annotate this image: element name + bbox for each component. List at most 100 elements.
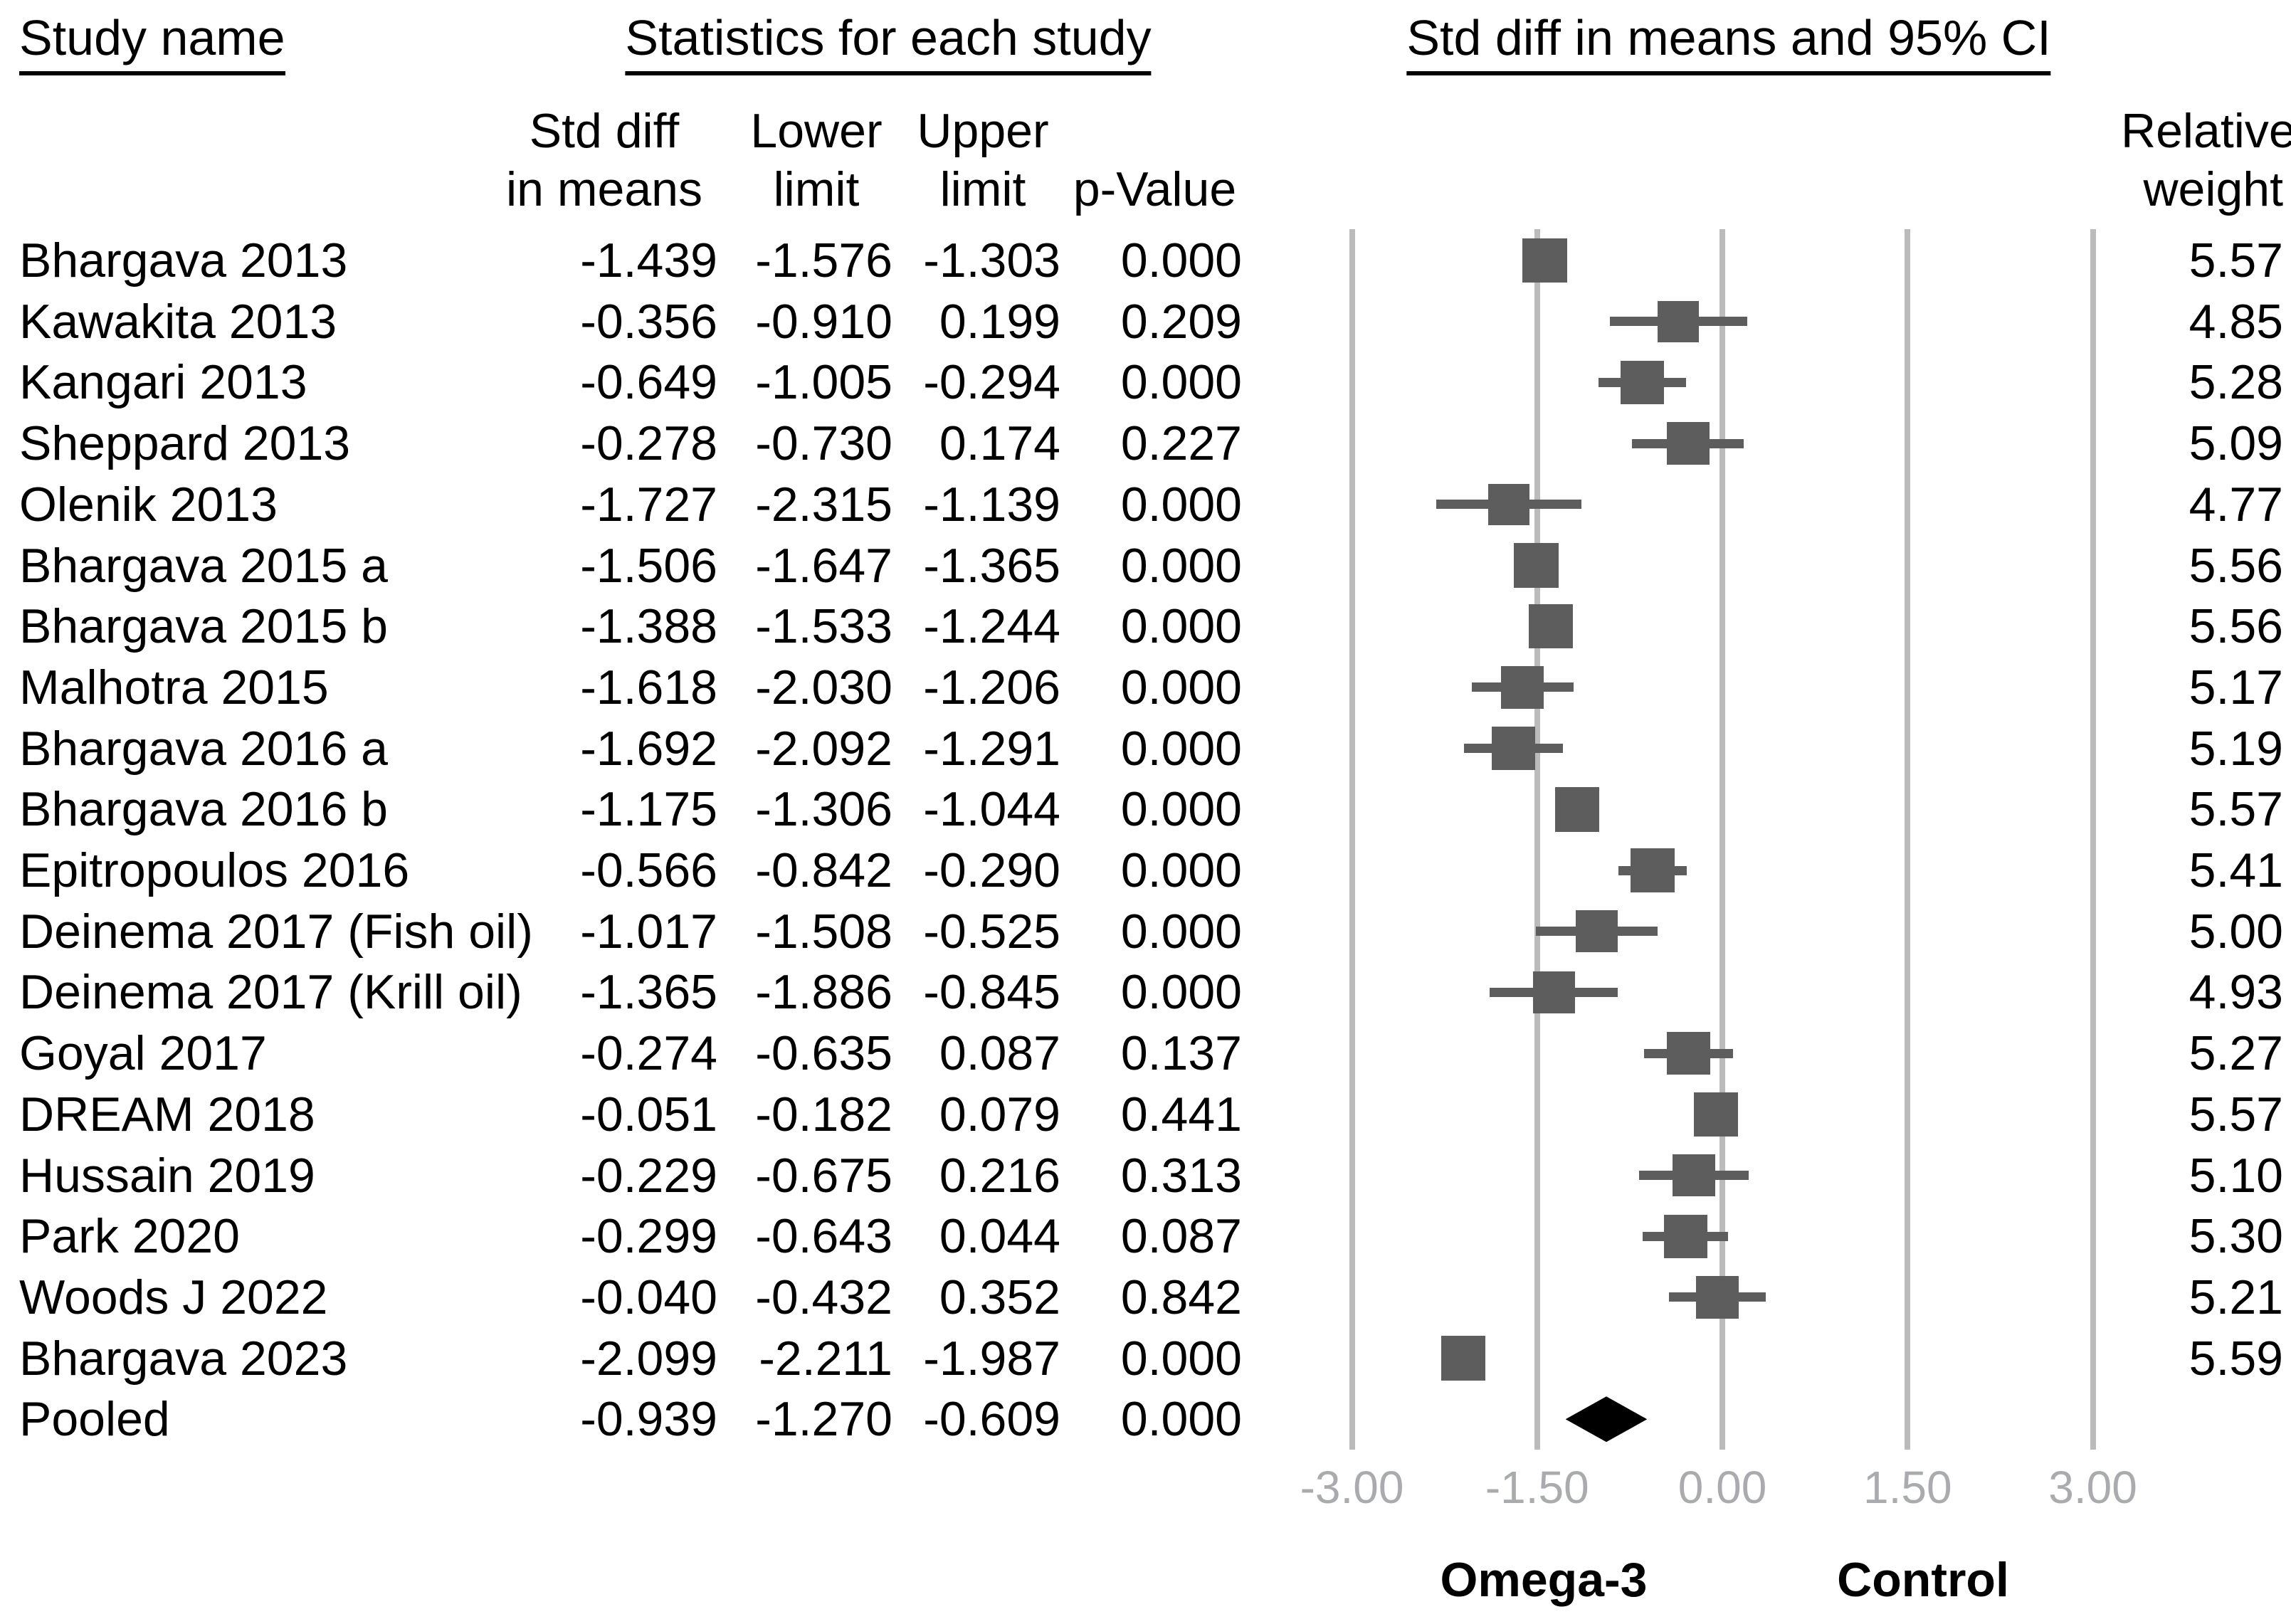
cell-lower-limit: -2.092	[755, 721, 892, 776]
tick-label: 0.00	[1678, 1462, 1767, 1513]
point-estimate-square	[1663, 1214, 1707, 1258]
cell-p-value: 0.000	[1120, 355, 1242, 410]
point-estimate-square	[1501, 665, 1544, 709]
point-estimate-square	[1514, 543, 1559, 588]
gridline	[1905, 229, 1911, 1450]
subheader-lower-line2: limit	[773, 162, 860, 216]
cell-std-diff: -1.727	[580, 477, 717, 532]
cell-relative-weight: 5.27	[2189, 1026, 2283, 1081]
cell-std-diff: -1.506	[580, 538, 717, 593]
subheader-p-value: p-Value	[1073, 162, 1237, 216]
cell-lower-limit: -0.675	[755, 1148, 892, 1203]
cell-lower-limit: -1.647	[755, 538, 892, 593]
cell-relative-weight: 5.57	[2189, 233, 2283, 288]
point-estimate-square	[1488, 483, 1530, 525]
cell-p-value: 0.000	[1120, 782, 1242, 837]
cell-std-diff: -1.439	[580, 233, 717, 288]
cell-std-diff: -0.566	[580, 843, 717, 897]
cell-relative-weight: 5.00	[2189, 904, 2283, 959]
axis-label-control: Control	[1837, 1553, 2009, 1607]
point-estimate-square	[1522, 238, 1567, 283]
study-name: Deinema 2017 (Fish oil)	[19, 904, 533, 959]
cell-std-diff: -0.051	[580, 1087, 717, 1141]
point-estimate-square	[1658, 300, 1700, 342]
study-name: DREAM 2018	[19, 1087, 315, 1141]
subheader-upper-line1: Upper	[917, 104, 1049, 158]
study-name: Woods J 2022	[19, 1270, 328, 1324]
cell-p-value: 0.000	[1120, 660, 1242, 715]
study-name: Malhotra 2015	[19, 660, 329, 715]
cell-std-diff: -1.175	[580, 782, 717, 837]
point-estimate-square	[1554, 787, 1600, 832]
tick-label: -1.50	[1485, 1462, 1589, 1513]
cell-lower-limit: -1.886	[755, 965, 892, 1020]
tick-label: 3.00	[2048, 1462, 2137, 1513]
cell-std-diff: -0.356	[580, 294, 717, 349]
cell-relative-weight: 5.28	[2189, 355, 2283, 410]
point-estimate-square	[1575, 910, 1618, 953]
header-statistics: Statistics for each study	[625, 13, 1152, 75]
study-name: Epitropoulos 2016	[19, 843, 410, 897]
cell-upper-limit: 0.216	[939, 1148, 1060, 1203]
cell-relative-weight: 5.59	[2189, 1331, 2283, 1386]
tick-label: 1.50	[1863, 1462, 1952, 1513]
cell-p-value: 0.000	[1120, 721, 1242, 776]
cell-p-value: 0.137	[1120, 1026, 1242, 1081]
cell-lower-limit: -2.211	[759, 1331, 892, 1386]
cell-lower-limit: -0.910	[755, 294, 892, 349]
cell-relative-weight: 5.17	[2189, 660, 2283, 715]
study-name: Deinema 2017 (Krill oil)	[19, 965, 522, 1020]
cell-relative-weight: 5.21	[2189, 1270, 2283, 1324]
cell-std-diff: -0.274	[580, 1026, 717, 1081]
point-estimate-square	[1673, 1154, 1716, 1197]
cell-std-diff: -0.040	[580, 1270, 717, 1324]
cell-upper-limit: -1.291	[923, 721, 1060, 776]
cell-std-diff: -0.229	[580, 1148, 717, 1203]
cell-upper-limit: -1.044	[923, 782, 1060, 837]
cell-std-diff: -1.365	[580, 965, 717, 1020]
cell-p-value: 0.000	[1120, 538, 1242, 593]
gridline	[1349, 229, 1355, 1450]
cell-relative-weight: 5.57	[2189, 1087, 2283, 1141]
cell-std-diff: -1.618	[580, 660, 717, 715]
study-name: Bhargava 2013	[19, 233, 348, 288]
subheader-relative-weight-line1: Relative	[2121, 104, 2291, 158]
cell-upper-limit: -1.303	[923, 233, 1060, 288]
cell-p-value: 0.087	[1120, 1209, 1242, 1264]
cell-p-value: 0.227	[1120, 416, 1242, 471]
cell-lower-limit: -1.306	[755, 782, 892, 837]
subheader-lower-line1: Lower	[750, 104, 883, 158]
cell-upper-limit: -1.244	[923, 599, 1060, 654]
subheader-upper-line2: limit	[939, 162, 1026, 216]
cell-upper-limit: 0.352	[939, 1270, 1060, 1324]
study-name: Bhargava 2016 a	[19, 721, 388, 776]
cell-std-diff: -0.299	[580, 1209, 717, 1264]
cell-lower-limit: -0.635	[755, 1026, 892, 1081]
cell-upper-limit: 0.087	[939, 1026, 1060, 1081]
cell-upper-limit: -1.139	[923, 477, 1060, 532]
point-estimate-square	[1532, 971, 1575, 1013]
header-plot-title: Std diff in means and 95% CI	[1406, 13, 2051, 75]
cell-upper-limit: -0.525	[923, 904, 1060, 959]
cell-p-value: 0.441	[1120, 1087, 1242, 1141]
point-estimate-square	[1693, 1092, 1739, 1137]
cell-upper-limit: -1.206	[923, 660, 1060, 715]
subheader-std-diff-line2: in means	[506, 162, 702, 216]
study-name: Kangari 2013	[19, 355, 307, 410]
study-name: Park 2020	[19, 1209, 240, 1264]
cell-std-diff: -1.388	[580, 599, 717, 654]
cell-p-value: 0.209	[1120, 294, 1242, 349]
tick-label: -3.00	[1300, 1462, 1404, 1513]
cell-relative-weight: 4.93	[2189, 965, 2283, 1020]
point-estimate-square	[1630, 848, 1675, 892]
subheader-std-diff-line1: Std diff	[529, 104, 680, 158]
study-name: Bhargava 2015 a	[19, 538, 388, 593]
point-estimate-square	[1695, 1275, 1739, 1319]
axis-label-omega3: Omega-3	[1440, 1553, 1648, 1607]
cell-std-diff: -1.692	[580, 721, 717, 776]
cell-lower-limit: -0.643	[755, 1209, 892, 1264]
cell-p-value: 0.000	[1120, 904, 1242, 959]
cell-lower-limit: -0.182	[755, 1087, 892, 1141]
cell-relative-weight: 4.85	[2189, 294, 2283, 349]
